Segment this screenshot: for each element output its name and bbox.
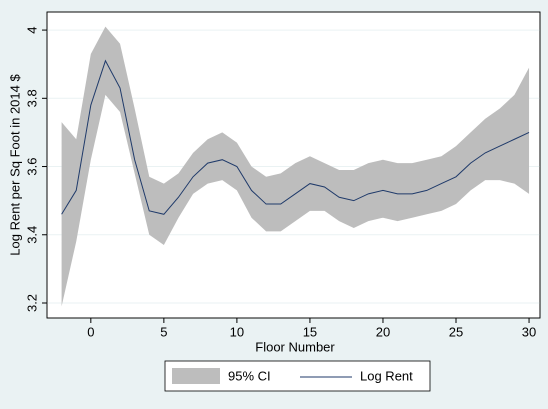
y-tick-label: 4 xyxy=(24,26,39,33)
x-tick-label: 20 xyxy=(376,324,390,339)
legend-label: 95% CI xyxy=(228,368,271,383)
y-axis-label: Log Rent per Sq Foot in 2014 $ xyxy=(7,74,22,256)
x-tick-label: 30 xyxy=(522,324,536,339)
x-tick-label: 25 xyxy=(449,324,463,339)
y-tick-label: 3.8 xyxy=(24,89,39,107)
y-tick-label: 3.4 xyxy=(24,226,39,244)
x-tick-label: 15 xyxy=(303,324,317,339)
legend-swatch xyxy=(172,368,220,384)
plot-frame xyxy=(46,11,541,319)
x-tick-label: 10 xyxy=(230,324,244,339)
x-tick-label: 0 xyxy=(87,324,94,339)
legend-label: Log Rent xyxy=(360,368,413,383)
x-axis-label: Floor Number xyxy=(255,339,335,354)
line xyxy=(61,59,530,215)
x-tick-label: 5 xyxy=(160,324,167,339)
ci-band xyxy=(61,26,530,307)
y-tick-label: 3.6 xyxy=(24,157,39,175)
y-tick-label: 3.2 xyxy=(24,294,39,312)
